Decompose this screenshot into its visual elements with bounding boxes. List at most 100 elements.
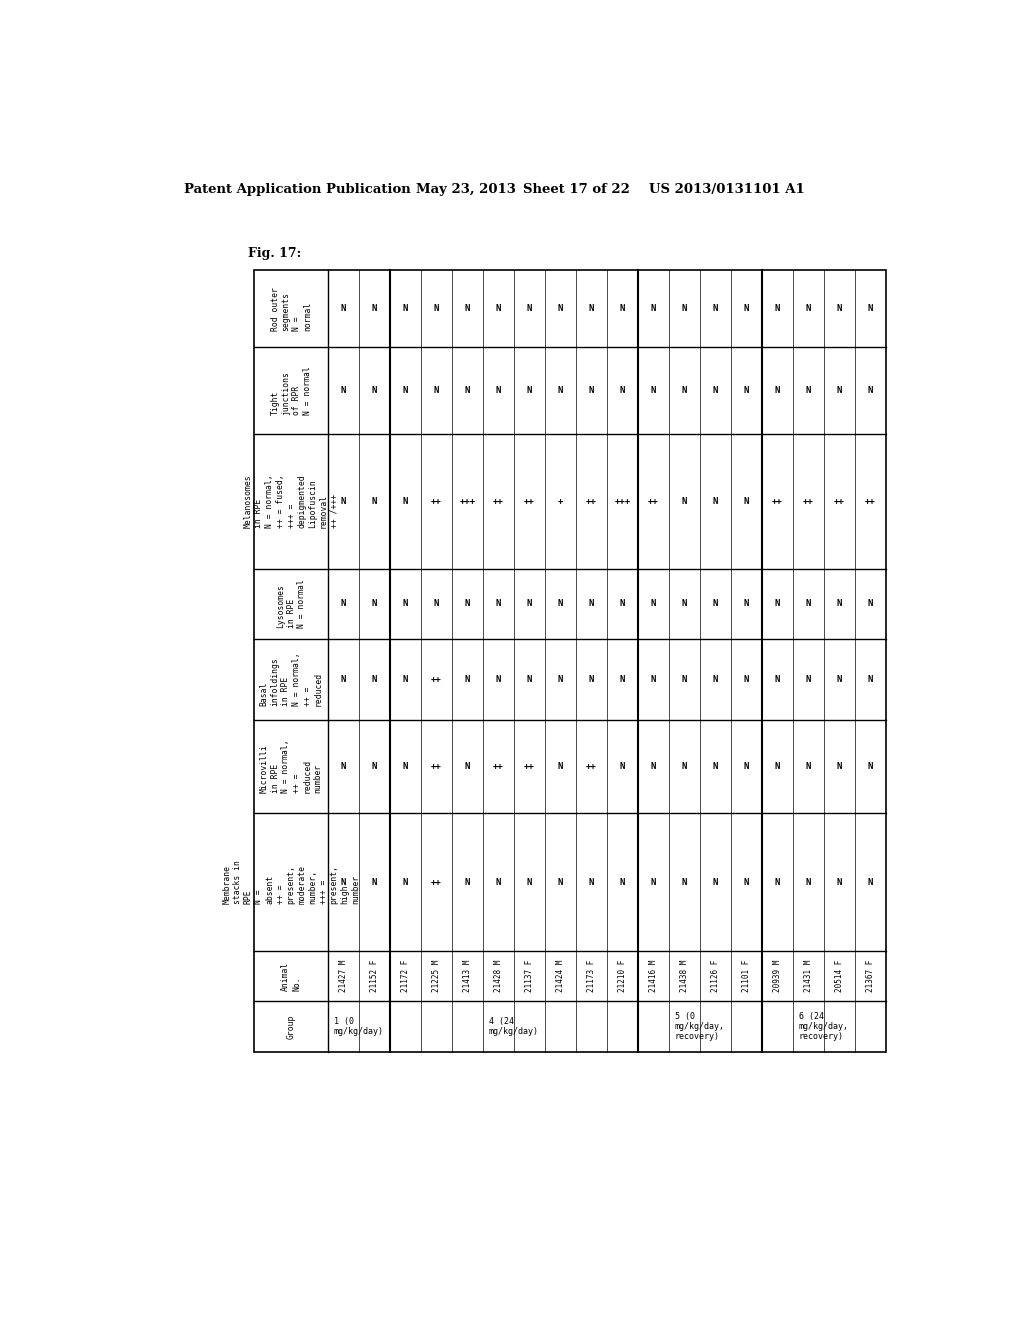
Text: N: N [837,599,842,609]
Text: N: N [743,675,750,684]
Text: N: N [496,387,501,395]
Text: N: N [682,762,687,771]
Text: N: N [589,387,594,395]
Text: N: N [682,878,687,887]
Text: N: N [682,675,687,684]
Text: N: N [372,878,377,887]
Text: N: N [713,878,718,887]
Text: N: N [372,387,377,395]
Bar [254,271,886,1052]
Text: 21152 F: 21152 F [370,960,379,993]
Text: N: N [713,387,718,395]
Text: ++: ++ [431,498,441,506]
Text: 21413 M: 21413 M [463,960,472,993]
Text: 21137 F: 21137 F [525,960,534,993]
Text: N: N [558,387,563,395]
Text: N: N [526,599,532,609]
Text: N: N [526,387,532,395]
Text: 20514 F: 20514 F [835,960,844,993]
Text: N: N [837,878,842,887]
Text: N: N [402,498,409,506]
Text: N: N [806,762,811,771]
Text: ++: ++ [865,498,876,506]
Text: N: N [620,599,625,609]
Text: N: N [806,387,811,395]
Text: ++: ++ [524,498,535,506]
Text: N: N [651,304,656,313]
Text: N: N [620,878,625,887]
Text: Rod outer
segments
N =
normal: Rod outer segments N = normal [270,286,311,330]
Text: N: N [713,304,718,313]
Text: N: N [434,599,439,609]
Text: N: N [620,762,625,771]
Text: N: N [341,599,346,609]
Text: N: N [589,599,594,609]
Text: N: N [558,675,563,684]
Text: N: N [713,762,718,771]
Text: US 2013/0131101 A1: US 2013/0131101 A1 [649,183,805,197]
Text: 21424 M: 21424 M [556,960,565,993]
Text: N: N [372,762,377,771]
Text: N: N [743,878,750,887]
Text: ++: ++ [524,762,535,771]
Text: N: N [743,599,750,609]
Text: N: N [402,599,409,609]
Text: N: N [713,599,718,609]
Text: N: N [402,675,409,684]
Text: N: N [867,304,873,313]
Text: N: N [465,878,470,887]
Text: +++: +++ [460,498,475,506]
Text: ++: ++ [648,498,658,506]
Text: N: N [867,762,873,771]
Text: N: N [620,304,625,313]
Text: N: N [775,599,780,609]
Text: 21173 F: 21173 F [587,960,596,993]
Text: N: N [558,599,563,609]
Text: 21210 F: 21210 F [617,960,627,993]
Text: N: N [806,599,811,609]
Text: N: N [372,599,377,609]
Text: N: N [465,599,470,609]
Text: ++: ++ [803,498,814,506]
Text: ++: ++ [494,762,504,771]
Text: Fig. 17:: Fig. 17: [248,247,301,260]
Text: N: N [682,498,687,506]
Text: N: N [651,599,656,609]
Text: N: N [341,304,346,313]
Text: ++: ++ [586,498,597,506]
Text: 21126 F: 21126 F [711,960,720,993]
Text: ++: ++ [772,498,782,506]
Text: ++: ++ [835,498,845,506]
Text: N: N [743,762,750,771]
Text: N: N [589,304,594,313]
Text: N: N [743,498,750,506]
Text: 6 (24
mg/kg/day,
recovery): 6 (24 mg/kg/day, recovery) [799,1011,849,1041]
Text: N: N [558,878,563,887]
Text: N: N [682,599,687,609]
Text: N: N [867,599,873,609]
Text: N: N [496,675,501,684]
Text: N: N [775,675,780,684]
Text: ++: ++ [431,762,441,771]
Text: Melanosomes
in RPE
N = normal,
++ = fused,
+++ =
depigmented
Lipofuscin
removal
: Melanosomes in RPE N = normal, ++ = fuse… [244,475,339,528]
Text: Group: Group [287,1014,296,1039]
Text: N: N [465,304,470,313]
Text: +: + [558,498,563,506]
Text: N: N [465,762,470,771]
Text: N: N [837,304,842,313]
Text: ++: ++ [431,878,441,887]
Text: N: N [341,387,346,395]
Text: N: N [372,498,377,506]
Text: 21416 M: 21416 M [649,960,658,993]
Text: N: N [589,878,594,887]
Text: N: N [402,878,409,887]
Text: 21225 M: 21225 M [432,960,441,993]
Text: N: N [526,878,532,887]
Text: Tight
junctions
of RPR
N = normal: Tight junctions of RPR N = normal [270,367,311,416]
Text: +++: +++ [614,498,631,506]
Text: N: N [434,387,439,395]
Text: 21431 M: 21431 M [804,960,813,993]
Text: ++: ++ [494,498,504,506]
Text: Lysosomes
in RPE
N = normal: Lysosomes in RPE N = normal [275,579,306,628]
Text: 4 (24
mg/kg/day): 4 (24 mg/kg/day) [488,1016,539,1036]
